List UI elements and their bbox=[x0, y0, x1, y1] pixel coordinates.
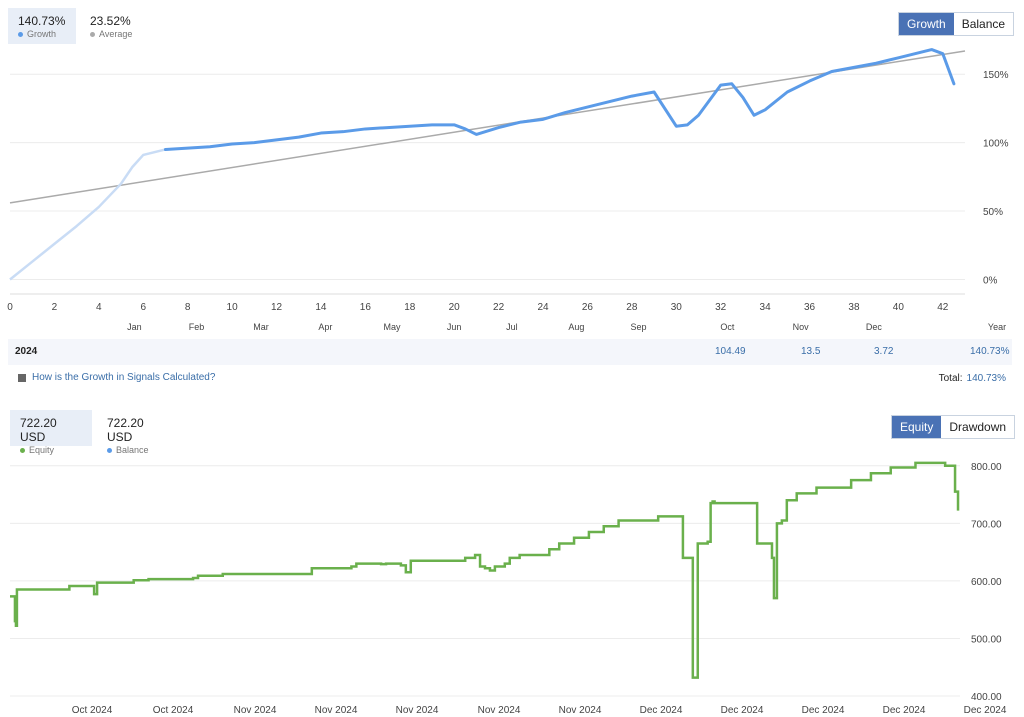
month-label: Feb bbox=[189, 322, 205, 332]
growth-history-line bbox=[9, 148, 166, 281]
help-link[interactable]: How is the Growth in Signals Calculated? bbox=[18, 372, 215, 383]
y-tick-label: 50% bbox=[983, 207, 1003, 218]
equity-label: Equity bbox=[29, 445, 55, 455]
month-label: May bbox=[383, 322, 401, 332]
growth-value: 140.73% bbox=[18, 14, 66, 28]
x-tick-label: 2 bbox=[52, 302, 58, 313]
average-label: Average bbox=[99, 29, 133, 39]
month-label: Aug bbox=[568, 322, 584, 332]
month-label: Jul bbox=[506, 322, 518, 332]
x-tick-label: 18 bbox=[404, 302, 416, 313]
x-tick-label: 40 bbox=[893, 302, 905, 313]
oct-value[interactable]: 104.49 bbox=[715, 346, 746, 357]
x-tick-label: Nov 2024 bbox=[396, 705, 439, 716]
x-tick-label: Dec 2024 bbox=[640, 705, 683, 716]
y-tick-label: 500.00 bbox=[971, 634, 1002, 645]
balance-legend-dot bbox=[107, 447, 112, 453]
y-tick-label: 400.00 bbox=[971, 692, 1002, 703]
growth-line bbox=[163, 48, 956, 151]
month-label: Jan bbox=[127, 322, 142, 332]
x-tick-label: Nov 2024 bbox=[478, 705, 521, 716]
total-value: 140.73% bbox=[966, 373, 1006, 384]
equity-tabs: Equity Drawdown bbox=[891, 415, 1016, 439]
x-tick-label: 28 bbox=[626, 302, 638, 313]
year-label: 2024 bbox=[15, 346, 38, 357]
x-tick-label: 30 bbox=[671, 302, 683, 313]
y-tick-label: 150% bbox=[983, 70, 1009, 81]
x-tick-label: Nov 2024 bbox=[234, 705, 277, 716]
x-tick-label: 36 bbox=[804, 302, 816, 313]
calculator-icon bbox=[18, 373, 26, 382]
equity-chart: 800.00 700.00 600.00 500.00 400.00 Oct 2024 Oc… bbox=[10, 461, 1007, 716]
nov-value[interactable]: 13.5 bbox=[801, 346, 821, 357]
x-tick-label: 22 bbox=[493, 302, 505, 313]
balance-value: 722.20 USD bbox=[107, 416, 144, 444]
x-tick-label: 34 bbox=[760, 302, 772, 313]
x-tick-label: Nov 2024 bbox=[559, 705, 602, 716]
month-label: Dec bbox=[866, 322, 883, 332]
growth-stat[interactable]: 140.73% Growth bbox=[8, 8, 76, 44]
average-value: 23.52% bbox=[90, 14, 131, 28]
x-tick-label: 4 bbox=[96, 302, 102, 313]
month-label: Sep bbox=[631, 322, 647, 332]
equity-legend-dot bbox=[20, 447, 25, 453]
month-label: Mar bbox=[253, 322, 269, 332]
dec-value[interactable]: 3.72 bbox=[874, 346, 894, 357]
x-tick-label: 16 bbox=[360, 302, 372, 313]
growth-chart: 0%50%100%150%0 2 4 6 8 10 12 14 16 18 20 22 24 26 28 30… bbox=[7, 48, 1009, 332]
x-tick-label: 12 bbox=[271, 302, 283, 313]
average-legend-dot bbox=[90, 31, 95, 37]
month-label: Nov bbox=[793, 322, 810, 332]
x-tick-label: 20 bbox=[449, 302, 461, 313]
x-tick-label: 24 bbox=[537, 302, 549, 313]
y-tick-label: 600.00 bbox=[971, 577, 1002, 588]
x-tick-label: 26 bbox=[582, 302, 594, 313]
x-tick-label: 8 bbox=[185, 302, 191, 313]
balance-stat[interactable]: 722.20 USD Balance bbox=[97, 410, 179, 455]
x-tick-label: Dec 2024 bbox=[802, 705, 845, 716]
tab-drawdown[interactable]: Drawdown bbox=[941, 416, 1015, 438]
month-label: Oct bbox=[720, 322, 735, 332]
y-tick-label: 800.00 bbox=[971, 462, 1002, 473]
equity-line bbox=[10, 461, 960, 679]
x-tick-label: Dec 2024 bbox=[964, 705, 1007, 716]
x-tick-label: 6 bbox=[140, 302, 146, 313]
total-label: Total: bbox=[938, 373, 963, 384]
equity-value: 722.20 USD bbox=[20, 416, 57, 444]
tab-equity[interactable]: Equity bbox=[892, 416, 942, 438]
growth-legend-dot bbox=[18, 31, 23, 37]
average-stat[interactable]: 23.52% Average bbox=[80, 8, 150, 44]
x-tick-label: Dec 2024 bbox=[883, 705, 926, 716]
equity-stat[interactable]: 722.20 USD Equity bbox=[10, 410, 92, 455]
total-summary: Total: 140.73% bbox=[939, 373, 1006, 384]
growth-tabs: Growth Balance bbox=[898, 12, 1015, 36]
year-summary-row: 2024 104.49 13.5 3.72 140.73% bbox=[8, 339, 1012, 365]
month-label: Jun bbox=[447, 322, 462, 332]
x-tick-label: 14 bbox=[315, 302, 327, 313]
month-label: Year bbox=[988, 322, 1006, 332]
x-tick-label: 32 bbox=[715, 302, 727, 313]
month-label: Apr bbox=[318, 322, 332, 332]
year-total-value[interactable]: 140.73% bbox=[970, 346, 1010, 357]
average-line bbox=[9, 50, 966, 204]
x-tick-label: Nov 2024 bbox=[315, 705, 358, 716]
x-tick-label: Oct 2024 bbox=[72, 705, 113, 716]
balance-label: Balance bbox=[116, 445, 149, 455]
x-tick-label: 10 bbox=[227, 302, 239, 313]
y-tick-label: 100% bbox=[983, 139, 1009, 150]
tab-growth[interactable]: Growth bbox=[899, 13, 954, 35]
x-tick-label: Oct 2024 bbox=[153, 705, 194, 716]
x-tick-label: 38 bbox=[848, 302, 860, 313]
growth-label: Growth bbox=[27, 29, 57, 39]
help-link-text[interactable]: How is the Growth in Signals Calculated? bbox=[32, 372, 216, 383]
x-tick-label: Dec 2024 bbox=[721, 705, 764, 716]
x-tick-label: 0 bbox=[7, 302, 13, 313]
x-tick-label: 42 bbox=[937, 302, 949, 313]
tab-balance[interactable]: Balance bbox=[953, 13, 1014, 35]
y-tick-label: 0% bbox=[983, 275, 998, 286]
y-tick-label: 700.00 bbox=[971, 519, 1002, 530]
